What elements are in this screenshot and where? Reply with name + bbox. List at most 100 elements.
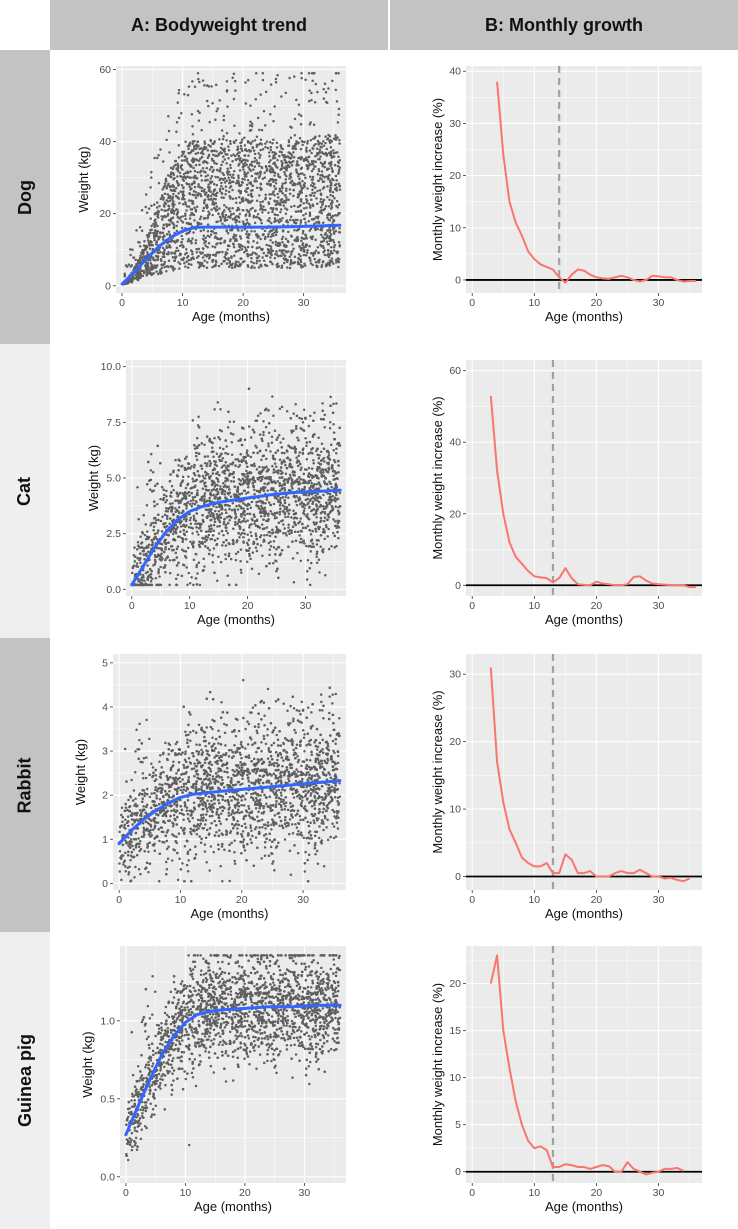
data-point — [174, 256, 177, 260]
data-point — [295, 461, 299, 464]
data-point — [240, 492, 244, 495]
data-point — [169, 196, 172, 200]
data-point — [287, 156, 290, 159]
data-point — [269, 148, 273, 152]
data-point — [237, 459, 241, 463]
data-point — [225, 515, 229, 519]
data-point — [323, 460, 326, 463]
data-point — [253, 266, 256, 270]
data-point — [224, 439, 227, 442]
y-axis-title: Weight (kg) — [86, 445, 101, 511]
data-point — [265, 264, 269, 267]
data-point — [276, 158, 279, 162]
data-point — [283, 451, 286, 455]
data-point — [214, 263, 217, 267]
data-point — [304, 254, 308, 257]
data-point — [216, 107, 220, 110]
data-point — [242, 536, 245, 539]
data-point — [253, 221, 257, 225]
data-point — [303, 485, 307, 489]
data-point — [174, 507, 177, 510]
data-point — [185, 182, 188, 185]
data-point — [222, 173, 226, 177]
data-point — [195, 512, 199, 515]
data-point — [321, 173, 324, 177]
data-point — [327, 512, 330, 516]
data-point — [206, 223, 210, 226]
data-point — [211, 253, 215, 257]
data-point — [208, 168, 212, 171]
data-point — [183, 564, 186, 567]
data-point — [203, 477, 207, 480]
data-point — [254, 177, 257, 180]
data-point — [241, 519, 244, 523]
data-point — [244, 81, 247, 84]
data-point — [188, 192, 191, 195]
data-point — [328, 189, 332, 192]
data-point — [131, 565, 135, 569]
data-point — [273, 511, 277, 515]
data-point — [261, 78, 265, 82]
data-point — [324, 100, 328, 104]
data-point — [285, 251, 288, 254]
data-point — [258, 526, 262, 529]
data-point — [181, 168, 184, 171]
data-point — [218, 189, 222, 193]
data-point — [242, 507, 245, 510]
data-point — [317, 436, 320, 439]
data-point — [313, 165, 316, 168]
data-point — [246, 252, 249, 256]
data-point — [290, 429, 293, 433]
data-point — [302, 509, 306, 513]
data-point — [290, 154, 294, 157]
data-point — [270, 193, 273, 196]
data-point — [172, 200, 175, 203]
data-point — [310, 198, 313, 201]
data-point — [232, 233, 236, 237]
data-point — [146, 272, 149, 276]
data-point — [284, 189, 288, 192]
data-point — [167, 205, 171, 208]
data-point — [320, 240, 324, 243]
data-point — [194, 552, 197, 556]
data-point — [244, 214, 247, 217]
data-point — [245, 163, 248, 167]
data-point — [294, 427, 298, 430]
data-point — [286, 515, 290, 519]
data-point — [314, 261, 318, 264]
data-point — [298, 502, 302, 506]
data-point — [192, 514, 196, 518]
data-point — [296, 436, 299, 439]
data-point — [282, 483, 285, 486]
data-point — [211, 149, 214, 153]
data-point — [180, 112, 183, 115]
data-point — [290, 234, 293, 237]
data-point — [225, 139, 228, 142]
data-point — [334, 183, 338, 186]
data-point — [324, 573, 327, 577]
data-point — [215, 543, 218, 547]
data-point — [146, 530, 149, 533]
data-point — [310, 237, 314, 241]
data-point — [274, 229, 278, 233]
data-point — [292, 509, 295, 512]
data-point — [171, 209, 174, 212]
data-point — [303, 487, 306, 491]
data-point — [223, 504, 227, 507]
data-point — [258, 465, 261, 469]
data-point — [182, 175, 185, 179]
data-point — [275, 253, 279, 256]
data-point — [224, 192, 227, 196]
data-point — [227, 207, 230, 211]
data-point — [153, 229, 157, 232]
x-tick-label: 10 — [528, 297, 540, 309]
data-point — [172, 212, 176, 215]
data-point — [156, 529, 160, 532]
data-point — [311, 79, 314, 82]
data-point — [244, 158, 247, 162]
data-point — [145, 265, 148, 268]
data-point — [172, 188, 176, 192]
data-point — [181, 540, 184, 543]
data-point — [234, 234, 238, 237]
data-point — [203, 484, 207, 488]
